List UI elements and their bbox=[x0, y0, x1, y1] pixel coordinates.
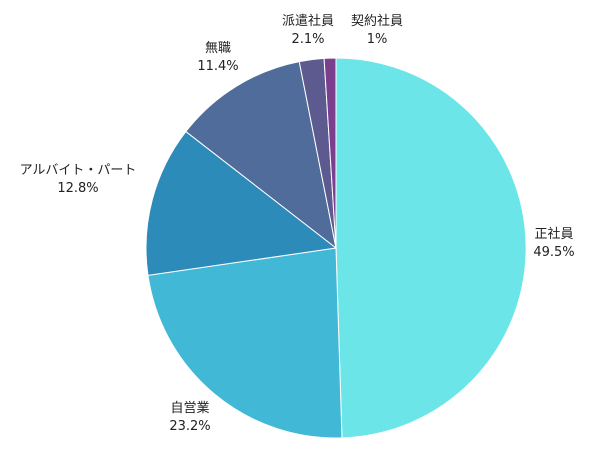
slice-value-label: 49.5% bbox=[533, 245, 574, 260]
slice-label: 派遣社員 bbox=[282, 13, 334, 29]
pie-slice bbox=[147, 247, 343, 439]
slice-value-label: 1% bbox=[367, 32, 388, 47]
slice-value-label: 23.2% bbox=[169, 419, 210, 434]
pie-slice bbox=[335, 57, 527, 439]
pie-slice bbox=[185, 61, 337, 250]
slice-value-label: 11.4% bbox=[197, 59, 238, 74]
slice-label: 無職 bbox=[205, 41, 231, 56]
slice-label: アルバイト・パート bbox=[20, 163, 137, 178]
slice-value-label: 2.1% bbox=[291, 32, 324, 47]
pie-slices bbox=[145, 57, 527, 439]
pie-slice bbox=[323, 57, 337, 249]
slice-value-label: 12.8% bbox=[57, 181, 98, 196]
pie-slice bbox=[145, 130, 338, 276]
slice-label: 自営業 bbox=[170, 400, 209, 416]
slice-label: 契約社員 bbox=[351, 13, 403, 29]
slice-label: 正社員 bbox=[534, 226, 573, 242]
pie-labels: 正社員 49.5% 自営業 23.2% アルバイト・パート 12.8% 無職 11.4% 派遣社… bbox=[20, 13, 575, 434]
